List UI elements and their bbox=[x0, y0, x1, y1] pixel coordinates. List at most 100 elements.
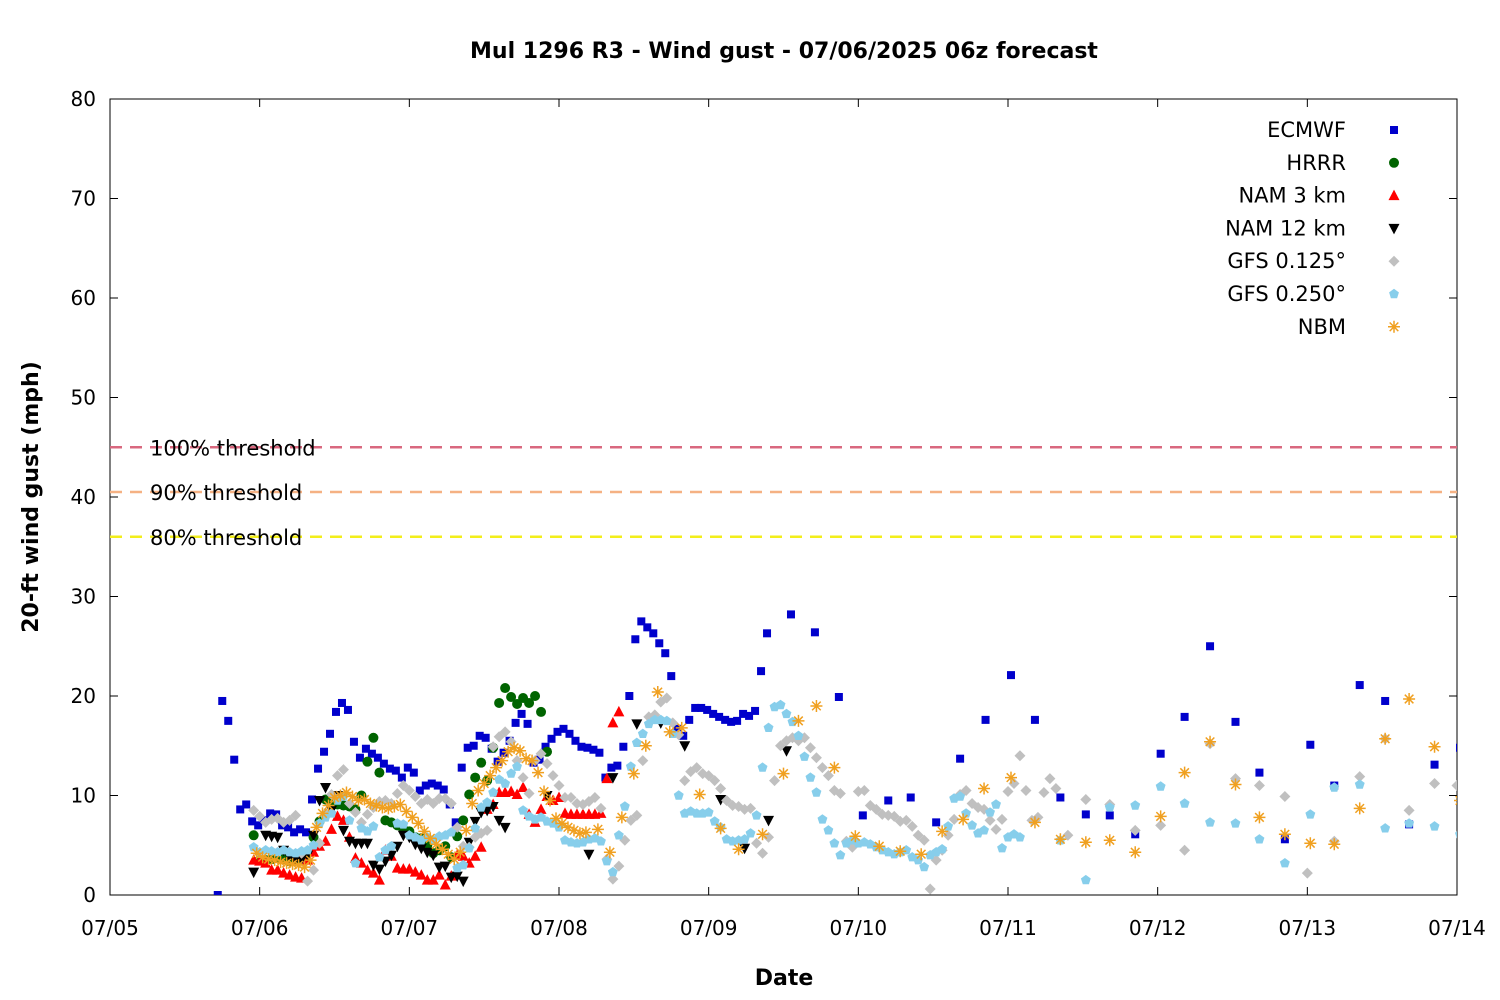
data-point bbox=[984, 814, 996, 826]
data-point bbox=[834, 788, 846, 800]
data-point bbox=[1155, 819, 1167, 831]
data-point bbox=[460, 824, 473, 837]
data-point bbox=[1154, 810, 1167, 823]
data-point bbox=[439, 785, 448, 794]
data-point bbox=[470, 772, 481, 783]
data-point bbox=[476, 757, 487, 768]
data-point bbox=[224, 716, 233, 725]
x-tick-label: 07/10 bbox=[830, 916, 888, 940]
data-point bbox=[280, 857, 293, 870]
data-point bbox=[1429, 778, 1441, 790]
data-point bbox=[607, 773, 619, 784]
data-point bbox=[1155, 781, 1166, 791]
x-tick-label: 07/09 bbox=[680, 916, 738, 940]
data-point bbox=[942, 829, 954, 841]
data-point bbox=[745, 802, 757, 814]
data-point bbox=[433, 781, 442, 790]
legend-label: ECMWF bbox=[1267, 118, 1346, 142]
data-point bbox=[484, 769, 497, 782]
data-point bbox=[469, 816, 481, 828]
data-point bbox=[418, 825, 431, 838]
plot-area bbox=[213, 610, 1490, 895]
data-point bbox=[1328, 838, 1341, 851]
data-point bbox=[475, 841, 487, 852]
legend-entry: NAM 12 km bbox=[1225, 216, 1400, 240]
data-point bbox=[286, 858, 299, 871]
y-tick-label: 50 bbox=[71, 386, 96, 410]
data-point bbox=[343, 705, 352, 714]
data-point bbox=[361, 864, 373, 875]
data-point bbox=[1179, 798, 1190, 808]
data-point bbox=[816, 762, 828, 774]
data-point bbox=[385, 764, 394, 773]
data-point bbox=[996, 813, 1008, 825]
data-point bbox=[625, 692, 634, 700]
data-point bbox=[302, 828, 311, 837]
data-point bbox=[361, 838, 373, 850]
data-point bbox=[900, 814, 912, 826]
data-point bbox=[1205, 817, 1215, 827]
data-point bbox=[956, 754, 965, 763]
data-point bbox=[499, 748, 508, 757]
data-point bbox=[481, 824, 493, 836]
data-point bbox=[643, 623, 652, 632]
data-point bbox=[326, 823, 338, 834]
y-tick-label: 30 bbox=[71, 585, 96, 609]
data-point bbox=[506, 691, 517, 702]
data-point bbox=[715, 794, 727, 806]
data-point bbox=[427, 850, 439, 862]
data-point bbox=[745, 828, 756, 838]
data-point bbox=[373, 864, 385, 876]
data-point bbox=[595, 802, 607, 814]
x-tick-label: 07/11 bbox=[979, 916, 1037, 940]
data-point bbox=[427, 779, 436, 788]
data-point bbox=[786, 610, 795, 619]
data-point bbox=[308, 795, 317, 804]
data-point bbox=[469, 741, 478, 750]
data-point bbox=[500, 778, 511, 788]
data-point bbox=[981, 715, 990, 724]
x-tick-label: 07/06 bbox=[231, 916, 289, 940]
data-point bbox=[915, 848, 928, 861]
data-point bbox=[967, 820, 977, 830]
data-point bbox=[894, 845, 907, 858]
y-tick-label: 0 bbox=[83, 883, 96, 907]
data-point bbox=[415, 869, 427, 880]
legend-entry: ECMWF bbox=[1267, 118, 1398, 142]
data-point bbox=[619, 742, 628, 751]
data-point bbox=[936, 825, 949, 838]
data-point bbox=[1451, 780, 1457, 792]
data-point bbox=[406, 811, 419, 824]
legend-marker bbox=[1389, 157, 1399, 168]
data-point bbox=[464, 843, 475, 853]
data-point bbox=[613, 860, 625, 872]
data-point bbox=[367, 749, 376, 758]
data-point bbox=[631, 809, 643, 821]
data-point bbox=[714, 822, 727, 835]
data-point bbox=[352, 794, 365, 807]
data-point bbox=[1080, 874, 1091, 885]
data-point bbox=[631, 635, 640, 644]
data-point bbox=[374, 852, 385, 862]
data-point bbox=[1129, 846, 1142, 859]
legend-marker bbox=[1388, 189, 1400, 201]
data-point bbox=[721, 715, 730, 724]
data-point bbox=[637, 617, 646, 626]
data-point bbox=[379, 759, 388, 768]
data-point bbox=[1054, 833, 1067, 846]
data-point bbox=[361, 808, 373, 820]
data-point bbox=[763, 722, 774, 732]
data-point bbox=[248, 804, 260, 816]
data-point bbox=[732, 843, 745, 856]
data-point bbox=[1428, 740, 1441, 753]
data-point bbox=[979, 825, 989, 835]
data-point bbox=[1103, 834, 1116, 847]
data-point bbox=[451, 818, 460, 827]
data-point bbox=[1479, 845, 1489, 854]
data-point bbox=[349, 806, 361, 818]
data-point bbox=[703, 705, 712, 714]
data-point bbox=[769, 775, 781, 787]
data-point bbox=[591, 823, 604, 836]
data-point bbox=[817, 814, 828, 824]
data-point bbox=[1478, 817, 1490, 829]
